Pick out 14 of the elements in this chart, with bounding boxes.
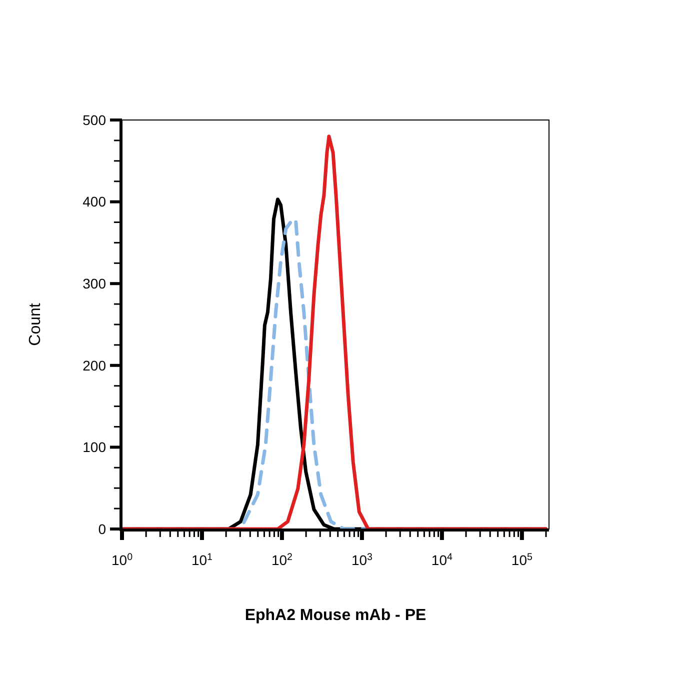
x-tick-label: 10$^{0}$	[111, 552, 134, 568]
x-tick-label: 10$^{4}$	[431, 552, 454, 568]
x-axis-title: EphA2 Mouse mAb - PE	[244, 607, 426, 624]
x-tick-label: 10$^{3}$	[351, 552, 374, 568]
y-tick-label: 300	[82, 276, 106, 292]
x-tick-label: 10$^{2}$	[271, 552, 292, 568]
y-axis-title: Count	[27, 302, 44, 346]
y-tick-label: 400	[82, 194, 106, 210]
y-tick-label: 200	[82, 357, 106, 374]
x-tick-label: 10$^{1}$	[191, 552, 212, 568]
y-tick-label: 0	[98, 520, 106, 537]
y-tick-label: 500	[82, 112, 106, 128]
y-tick-label: 100	[82, 439, 106, 456]
x-tick-label: 10$^{5}$	[511, 552, 533, 568]
